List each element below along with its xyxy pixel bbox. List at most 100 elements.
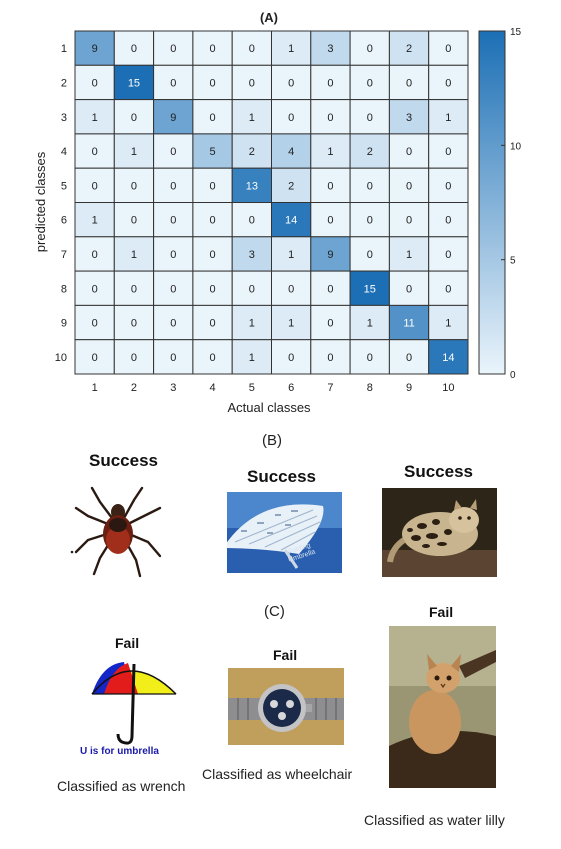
cell-value-label: 0: [170, 249, 176, 261]
cell-value-label: 4: [288, 146, 294, 158]
matrix-cells: 9 0 0 0 0 1 3 0 2 00 15 0 0 0 0 0 0 0 01 0 9 0 1 0 0 0 3 10 1 0 5 2 4 1 2 0…: [75, 31, 468, 374]
cell-value-label: 0: [367, 215, 373, 227]
cell-value-label: 0: [131, 352, 137, 364]
cell-value-label: 0: [209, 112, 215, 124]
cell-value-label: 1: [249, 318, 255, 330]
cell-value-label: 0: [327, 77, 333, 89]
tick-photo: [62, 478, 174, 584]
cell-value-label: 0: [209, 352, 215, 364]
colorbar-tick-label: 10: [510, 141, 522, 152]
cell-value-label: 0: [249, 215, 255, 227]
panel-c-label: (C): [264, 603, 285, 620]
colorbar-tick-label: 5: [510, 256, 516, 267]
cell-value-label: 0: [92, 318, 98, 330]
cell-value-label: 1: [367, 318, 373, 330]
cell-value-label: 0: [131, 43, 137, 55]
cell-value-label: 0: [327, 215, 333, 227]
cell-value-label: 2: [367, 146, 373, 158]
cell-value-label: 3: [406, 112, 412, 124]
cell-value-label: 3: [327, 43, 333, 55]
cell-value-label: 1: [92, 215, 98, 227]
cell-value-label: 15: [128, 77, 140, 89]
cell-value-label: 0: [131, 283, 137, 295]
cell-value-label: 9: [92, 43, 98, 55]
cell-value-label: 0: [249, 77, 255, 89]
cell-value-label: 0: [367, 43, 373, 55]
cell-value-label: 0: [131, 112, 137, 124]
y-tick-label: 8: [61, 283, 67, 295]
y-tick-label: 2: [61, 77, 67, 89]
confusion-matrix-chart: (A) 9 0 0 0 0 1 3 0 2 00 15 0 0 0 0 0 0 0 01 0 9 0 1 0 0 0 3 10 1 0 5 2…: [0, 0, 561, 425]
cell-value-label: 0: [445, 146, 451, 158]
cell-value-label: 0: [367, 77, 373, 89]
x-tick-label: 2: [131, 382, 137, 394]
cell-value-label: 1: [288, 249, 294, 261]
cell-value-label: 0: [445, 180, 451, 192]
y-tick-label: 3: [61, 112, 67, 124]
cell-value-label: 0: [445, 249, 451, 261]
cell-value-label: 0: [92, 283, 98, 295]
cell-value-label: 0: [92, 352, 98, 364]
chart-title: (A): [260, 10, 278, 25]
panel-c-status-3: Fail: [429, 604, 453, 620]
cell-value-label: 2: [406, 43, 412, 55]
cell-value-label: 11: [403, 318, 414, 330]
x-tick-label: 6: [288, 382, 294, 394]
colorbar-tick-label: 0: [510, 370, 516, 381]
cell-value-label: 0: [170, 43, 176, 55]
cell-value-label: 0: [249, 43, 255, 55]
cell-value-label: 14: [285, 215, 297, 227]
y-tick-label: 4: [61, 146, 67, 158]
cell-value-label: 0: [92, 180, 98, 192]
panel-b-status-2: Success: [247, 467, 316, 487]
cell-value-label: 9: [170, 112, 176, 124]
cell-value-label: 0: [445, 43, 451, 55]
y-tick-label: 9: [61, 318, 67, 330]
cell-value-label: 0: [170, 77, 176, 89]
ocelot-photo: [382, 488, 497, 577]
panel-c-caption-1: Classified as wrench: [57, 778, 185, 794]
cell-value-label: 0: [170, 352, 176, 364]
panel-c-caption-2: Classified as wheelchair: [202, 766, 352, 782]
cell-value-label: 0: [327, 283, 333, 295]
x-tick-label: 1: [92, 382, 98, 394]
cell-value-label: 0: [288, 352, 294, 364]
cell-value-label: 1: [445, 112, 451, 124]
colorbar: [479, 31, 505, 374]
cell-value-label: 0: [288, 112, 294, 124]
y-tick-labels: 1 2 3 4 5 6 7 8 9 10: [55, 43, 67, 364]
panel-b-status-1: Success: [89, 451, 158, 471]
cell-value-label: 0: [170, 283, 176, 295]
cell-value-label: 0: [406, 77, 412, 89]
panel-b-label: (B): [262, 432, 282, 449]
cell-value-label: 2: [249, 146, 255, 158]
cell-value-label: 0: [92, 249, 98, 261]
cell-value-label: 3: [249, 249, 255, 261]
cell-value-label: 0: [445, 77, 451, 89]
panel-c-status-2: Fail: [273, 647, 297, 663]
cell-value-label: 0: [288, 77, 294, 89]
cell-value-label: 1: [92, 112, 98, 124]
cell-value-label: 14: [442, 352, 454, 364]
panel-c-status-1: Fail: [115, 635, 139, 651]
cell-value-label: 13: [246, 180, 258, 192]
cell-value-label: 1: [288, 43, 294, 55]
x-tick-label: 3: [170, 382, 176, 394]
cell-value-label: 0: [92, 77, 98, 89]
cell-value-label: 0: [92, 146, 98, 158]
x-tick-label: 5: [249, 382, 255, 394]
panel-c-caption-3: Classified as water lilly: [364, 812, 505, 828]
y-tick-label: 10: [55, 352, 67, 364]
y-tick-label: 5: [61, 180, 67, 192]
cell-value-label: 1: [327, 146, 333, 158]
folding-umbrella-photo: Folding Umbrella: [227, 492, 342, 573]
cell-value-label: 0: [249, 283, 255, 295]
x-tick-label: 10: [442, 382, 454, 394]
umbrella-drawing: U is for umbrella: [78, 654, 188, 756]
cell-value-label: 0: [367, 112, 373, 124]
cell-value-label: 0: [209, 180, 215, 192]
cell-value-label: 0: [288, 283, 294, 295]
x-axis-label: Actual classes: [227, 400, 311, 415]
x-tick-label: 7: [327, 382, 333, 394]
cell-value-label: 2: [288, 180, 294, 192]
